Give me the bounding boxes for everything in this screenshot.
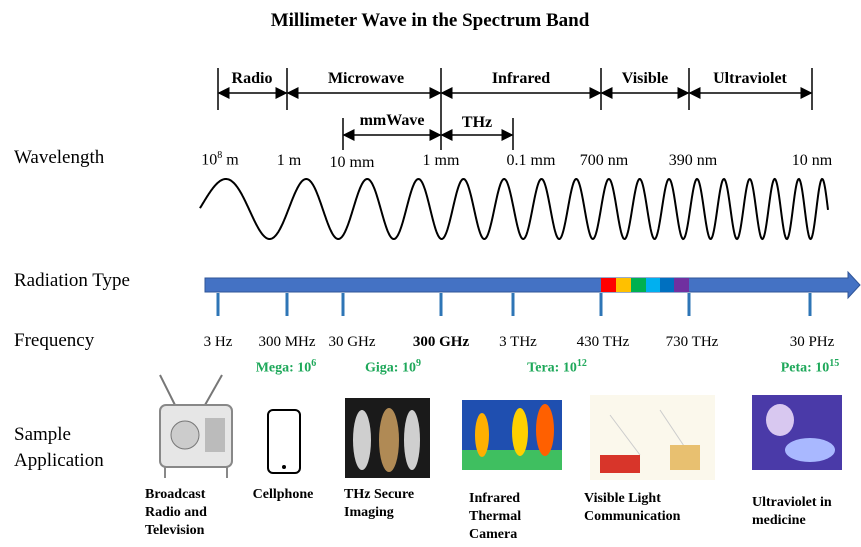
row-label: Wavelength	[14, 147, 104, 169]
wavelength: 390 nm	[669, 152, 717, 170]
phone-icon	[268, 410, 300, 473]
band-label: Radio	[232, 70, 273, 88]
band-label: Ultraviolet	[713, 70, 787, 88]
prefix: Peta: 1015	[781, 358, 840, 377]
sub-band-label: THz	[462, 114, 492, 132]
radio-icon	[160, 375, 232, 478]
wave	[200, 179, 828, 239]
visible-colors	[601, 278, 689, 292]
frequency: 730 THz	[666, 334, 719, 351]
spectrum-arrow	[205, 272, 860, 298]
wavelength: 1 mm	[423, 152, 460, 170]
application-label: THz Secure Imaging	[344, 486, 424, 522]
diagram: Millimeter Wave in the Spectrum Band Rad…	[0, 0, 861, 547]
prefix: Tera: 1012	[527, 358, 587, 377]
band-label: Visible	[622, 70, 669, 88]
wavelength: 10 mm	[330, 154, 375, 172]
frequency: 3 THz	[499, 334, 537, 351]
sub-band-label: mmWave	[360, 112, 425, 130]
wavelength: 700 nm	[580, 152, 628, 170]
row-label: Frequency	[14, 330, 94, 352]
row-label: Radiation Type	[14, 270, 130, 292]
title: Millimeter Wave in the Spectrum Band	[271, 10, 590, 32]
band-label: Infrared	[492, 70, 550, 88]
band-label: Microwave	[328, 70, 404, 88]
frequency: 30 GHz	[328, 334, 375, 351]
prefix: Mega: 106	[256, 358, 317, 377]
ir-image	[462, 400, 562, 470]
application-label: Broadcast Radio and Television	[145, 486, 235, 540]
wavelength: 1 m	[277, 152, 301, 170]
band-arrows	[219, 93, 811, 135]
frequency: 3 Hz	[204, 334, 233, 351]
application-label: Visible Light Communication	[584, 490, 716, 526]
application-label: Cellphone	[253, 486, 314, 504]
row-label: Sample Application	[14, 422, 134, 474]
vlc-image	[590, 395, 715, 480]
frequency: 430 THz	[577, 334, 630, 351]
frequency: 30 PHz	[790, 334, 835, 351]
wavelength: 0.1 mm	[507, 152, 556, 170]
frequency: 300 GHz	[413, 334, 469, 351]
frequency-ticks	[218, 293, 810, 316]
wavelength: 10 nm	[792, 152, 832, 170]
frequency: 300 MHz	[258, 334, 315, 351]
thz-image	[345, 398, 430, 478]
wavelength: 108 m	[201, 150, 238, 169]
uv-image	[752, 395, 842, 470]
application-label: Ultraviolet in medicine	[752, 494, 844, 530]
prefix: Giga: 109	[365, 358, 421, 377]
application-label: Infrared Thermal Camera	[469, 490, 541, 544]
